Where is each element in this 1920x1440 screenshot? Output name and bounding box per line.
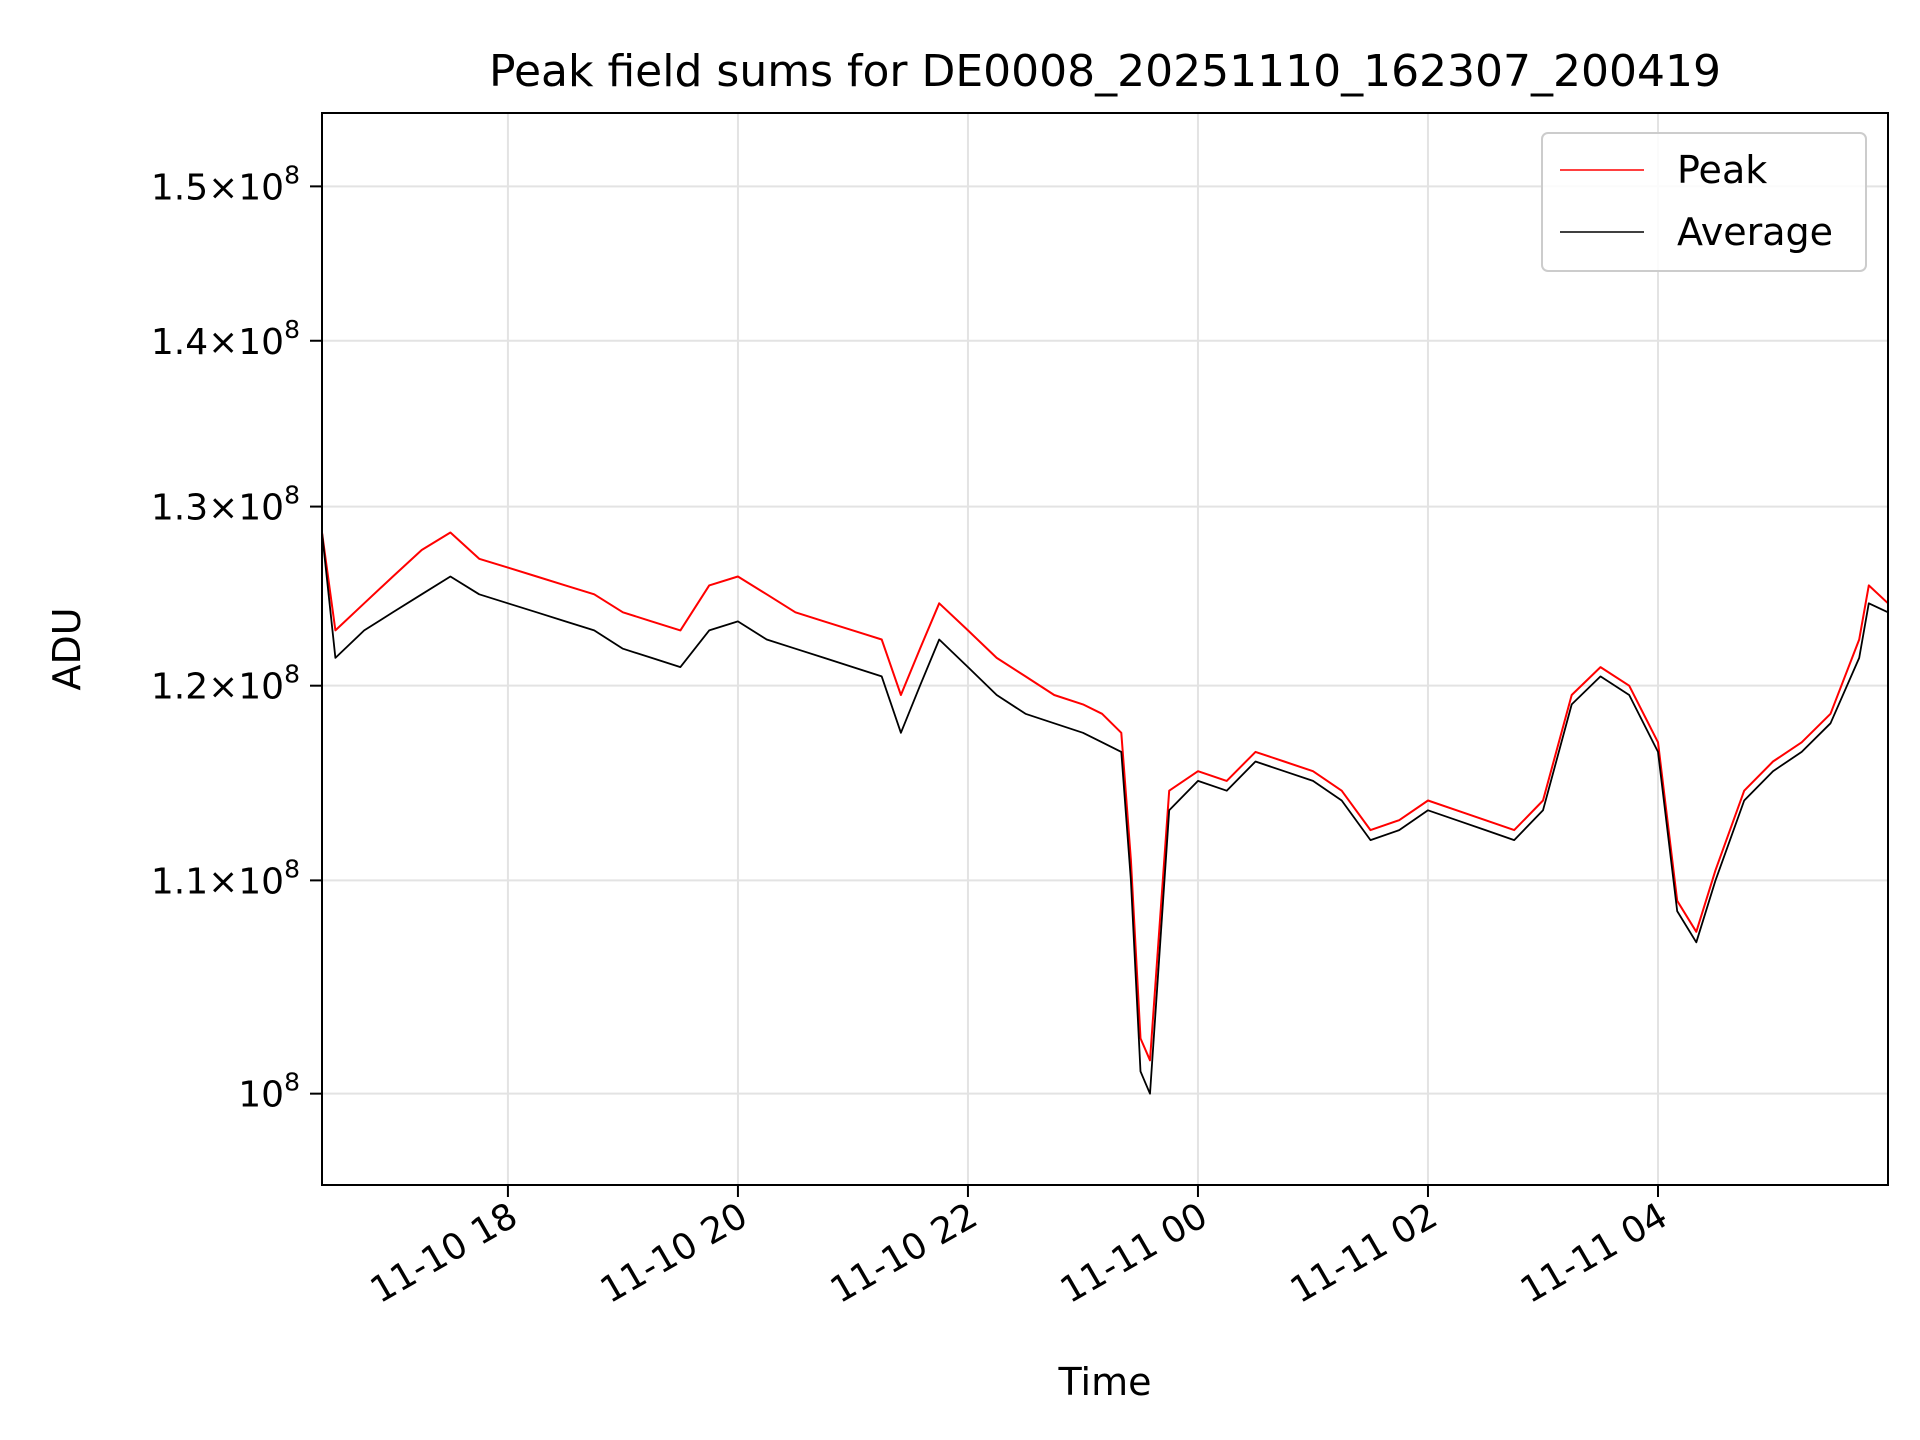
plot-frame [321, 112, 1889, 1186]
legend: Peak Average [1541, 132, 1867, 272]
chart-title: Peak field sums for DE0008_20251110_1623… [489, 46, 1721, 97]
y-axis: 108 1.1×108 1.2×108 1.3×108 1.4×108 1.5×108 [151, 160, 322, 1116]
x-axis-label: Time [1058, 1360, 1152, 1404]
series-line-peak [321, 531, 1889, 1062]
y-tick-label: 1.1×108 [151, 854, 300, 902]
series-line-average [321, 532, 1889, 1095]
legend-peak-label: Peak [1677, 148, 1767, 192]
y-tick-label: 1.4×108 [151, 315, 300, 363]
y-axis-label: ADU [45, 607, 89, 690]
grid [322, 113, 1888, 1185]
legend-average-label: Average [1677, 210, 1833, 254]
y-tick-label: 108 [238, 1068, 300, 1116]
y-tick-label: 1.5×108 [151, 160, 300, 208]
series-layer [321, 531, 1889, 1095]
y-tick-label: 1.3×108 [151, 481, 300, 529]
y-tick-label: 1.2×108 [151, 660, 300, 708]
legend-box [1541, 132, 1867, 272]
